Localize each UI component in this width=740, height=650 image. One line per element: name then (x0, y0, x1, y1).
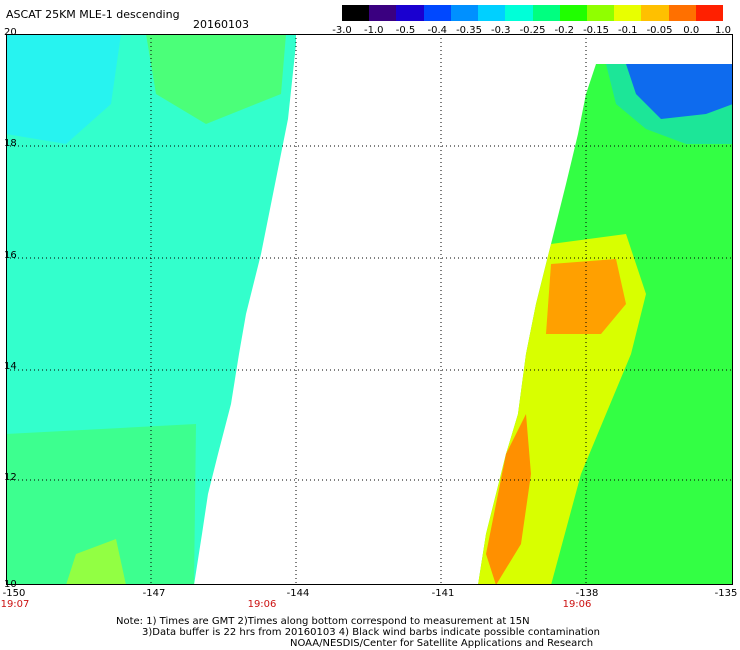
colorbar-label: -0.1 (617, 25, 638, 36)
y-tick-16: 16 (4, 250, 17, 261)
x-tick-144: -144 (286, 588, 310, 599)
right-swath-orange-lower (486, 414, 531, 585)
colorbar-segment (369, 5, 397, 21)
colorbar-segment (396, 5, 424, 21)
colorbar-segment (559, 5, 587, 21)
note-line-3: NOAA/NESDIS/Center for Satellite Applica… (290, 638, 594, 649)
colorbar-segment (532, 5, 560, 21)
colorbar-segment (342, 5, 370, 21)
colorbar-label: 1.0 (715, 25, 731, 36)
x-tick-150: -150 (2, 588, 26, 599)
y-tick-12: 12 (4, 472, 17, 483)
left-swath-green-patch (146, 34, 286, 124)
colorbar-label: -3.0 (332, 25, 352, 36)
colorbar-segment (641, 5, 669, 21)
image-title: ASCAT 25KM MLE-1 descending (6, 8, 180, 21)
x-tick-147: -147 (142, 588, 166, 599)
colorbar-label: -0.35 (456, 25, 482, 36)
colorbar-label: -0.15 (583, 25, 609, 36)
pass-time-right: 19:06 (562, 599, 592, 610)
left-swath-yellowgreen-patch (66, 539, 126, 585)
note-line-2: 3)Data buffer is 22 hrs from 20160103 4)… (142, 627, 600, 638)
right-swath-cyan-halo (606, 64, 733, 144)
x-tick-141: -141 (431, 588, 455, 599)
colorbar-label: -0.25 (519, 25, 546, 36)
y-tick-10: 10 (4, 579, 17, 590)
colorbar-label: -0.2 (554, 25, 575, 36)
colorbar-segment (668, 5, 696, 21)
right-swath-blue-patch (626, 64, 733, 119)
colorbar (342, 5, 724, 21)
colorbar-label: -0.05 (646, 25, 673, 36)
colorbar-label: -0.3 (490, 25, 511, 36)
y-tick-20: 20 (4, 27, 17, 38)
map-frame (6, 34, 733, 585)
x-tick-135: -135 (714, 588, 738, 599)
x-tick-138: -138 (575, 588, 599, 599)
left-swath-green-bottom (6, 424, 196, 585)
colorbar-segment (695, 5, 724, 21)
pass-time-left: 19:07 (0, 599, 30, 610)
colorbar-label: 0.0 (683, 25, 700, 36)
colorbar-segment (586, 5, 615, 21)
colorbar-label: -0.5 (395, 25, 416, 36)
colorbar-segment (450, 5, 479, 21)
colorbar-segment (614, 5, 642, 21)
colorbar-segment (478, 5, 506, 21)
note-line-1: Note: 1) Times are GMT 2)Times along bot… (116, 616, 530, 627)
y-tick-14: 14 (4, 361, 17, 372)
left-swath-cyan-patch (6, 34, 121, 144)
y-tick-18: 18 (4, 138, 17, 149)
image-date: 20160103 (193, 18, 249, 31)
map-plot (6, 34, 733, 585)
right-swath-orange-core (546, 259, 626, 334)
colorbar-label: -0.4 (427, 25, 448, 36)
colorbar-segment (505, 5, 533, 21)
pass-time-middle: 19:06 (247, 599, 277, 610)
colorbar-label: -1.0 (363, 25, 384, 36)
colorbar-segment (423, 5, 451, 21)
